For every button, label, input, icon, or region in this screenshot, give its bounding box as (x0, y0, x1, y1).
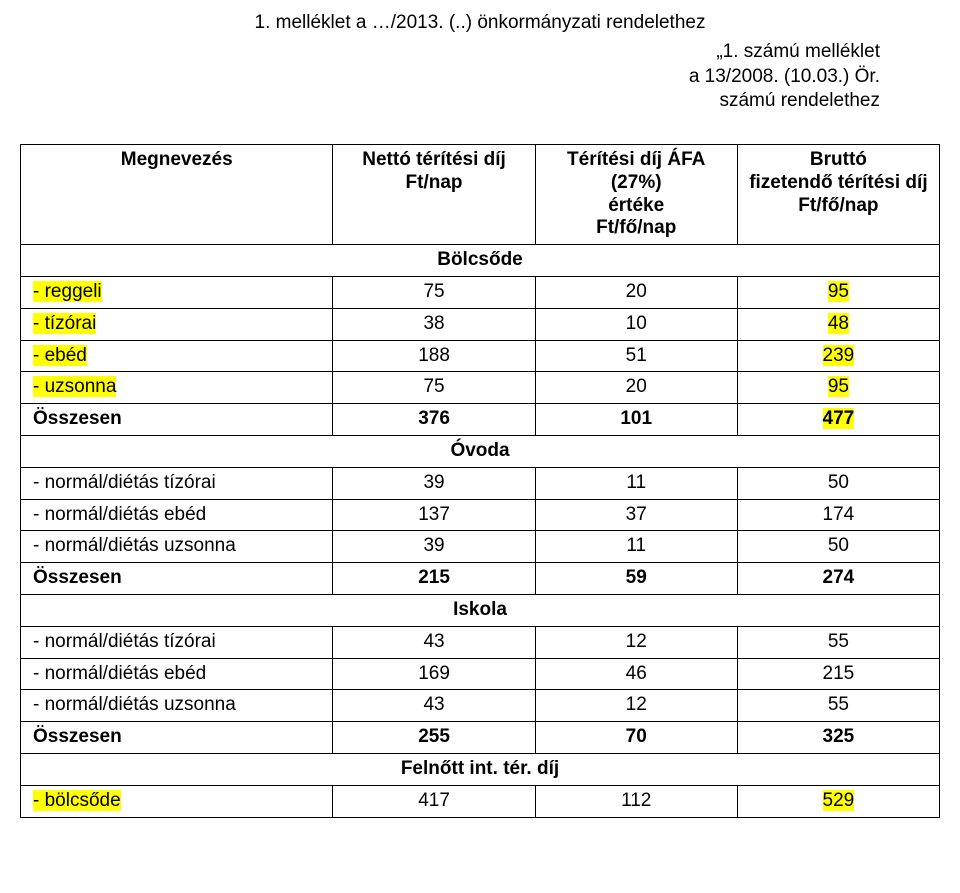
row-brutto: 50 (737, 531, 939, 563)
fee-table: Megnevezés Nettó térítési díjFt/nap Térí… (20, 144, 940, 818)
row-brutto: 477 (737, 404, 939, 436)
row-afa: 51 (535, 340, 737, 372)
row-netto: 215 (333, 563, 535, 595)
table-row: - tízórai381048 (21, 308, 940, 340)
row-label: - tízórai (21, 308, 333, 340)
row-label: - normál/diétás ebéd (21, 658, 333, 690)
table-row: - normál/diétás ebéd13737174 (21, 499, 940, 531)
attachment-title: 1. melléklet a …/2013. (..) önkormányzat… (20, 12, 940, 34)
row-brutto: 50 (737, 467, 939, 499)
row-netto: 417 (333, 785, 535, 817)
header-col-afa: Térítési díj ÁFA(27%)értékeFt/fő/nap (535, 145, 737, 245)
row-netto: 255 (333, 722, 535, 754)
row-netto: 38 (333, 308, 535, 340)
row-label: - ebéd (21, 340, 333, 372)
row-label: - uzsonna (21, 372, 333, 404)
row-netto: 75 (333, 372, 535, 404)
header-col-brutto: Bruttófizetendő térítési díjFt/fő/nap (737, 145, 939, 245)
row-afa: 12 (535, 690, 737, 722)
row-afa: 11 (535, 467, 737, 499)
table-row: - uzsonna752095 (21, 372, 940, 404)
row-label: Összesen (21, 722, 333, 754)
table-row: - normál/diétás tízórai391150 (21, 467, 940, 499)
attachment-subtitle-line-2: a 13/2008. (10.03.) Ör. (20, 65, 880, 90)
row-label: - normál/diétás tízórai (21, 626, 333, 658)
row-brutto: 48 (737, 308, 939, 340)
table-row: - normál/diétás uzsonna431255 (21, 690, 940, 722)
row-label: Összesen (21, 404, 333, 436)
table-row: - normál/diétás uzsonna391150 (21, 531, 940, 563)
row-afa: 46 (535, 658, 737, 690)
row-netto: 75 (333, 277, 535, 309)
section-title-row: Bölcsőde (21, 245, 940, 277)
row-brutto: 215 (737, 658, 939, 690)
attachment-subtitle-line-1: „1. számú melléklet (20, 40, 880, 65)
section-title-cell: Felnőtt int. tér. díj (21, 754, 940, 786)
row-label: - bölcsőde (21, 785, 333, 817)
section-title-row: Felnőtt int. tér. díj (21, 754, 940, 786)
row-afa: 20 (535, 372, 737, 404)
row-afa: 101 (535, 404, 737, 436)
row-brutto: 55 (737, 690, 939, 722)
table-row: - ebéd18851239 (21, 340, 940, 372)
row-netto: 188 (333, 340, 535, 372)
row-afa: 20 (535, 277, 737, 309)
table-row: Összesen21559274 (21, 563, 940, 595)
row-brutto: 274 (737, 563, 939, 595)
table-header-row: Megnevezés Nettó térítési díjFt/nap Térí… (21, 145, 940, 245)
section-title-row: Iskola (21, 595, 940, 627)
row-label: - normál/diétás tízórai (21, 467, 333, 499)
row-brutto: 55 (737, 626, 939, 658)
row-label: - normál/diétás uzsonna (21, 690, 333, 722)
row-brutto: 95 (737, 372, 939, 404)
table-row: Összesen376101477 (21, 404, 940, 436)
row-afa: 11 (535, 531, 737, 563)
section-title-cell: Bölcsőde (21, 245, 940, 277)
row-brutto: 174 (737, 499, 939, 531)
row-label: - normál/diétás ebéd (21, 499, 333, 531)
row-netto: 43 (333, 690, 535, 722)
row-netto: 376 (333, 404, 535, 436)
row-netto: 39 (333, 531, 535, 563)
header-col-netto: Nettó térítési díjFt/nap (333, 145, 535, 245)
attachment-subtitle-line-3: számú rendelethez (20, 89, 880, 114)
header-col-megnevezes: Megnevezés (21, 145, 333, 245)
row-label: - normál/diétás uzsonna (21, 531, 333, 563)
section-title-row: Óvoda (21, 436, 940, 468)
row-brutto: 529 (737, 785, 939, 817)
table-row: Összesen25570325 (21, 722, 940, 754)
row-netto: 43 (333, 626, 535, 658)
row-label: Összesen (21, 563, 333, 595)
table-row: - normál/diétás ebéd16946215 (21, 658, 940, 690)
row-afa: 112 (535, 785, 737, 817)
row-afa: 12 (535, 626, 737, 658)
row-netto: 169 (333, 658, 535, 690)
row-afa: 37 (535, 499, 737, 531)
table-row: - normál/diétás tízórai431255 (21, 626, 940, 658)
row-brutto: 95 (737, 277, 939, 309)
row-brutto: 239 (737, 340, 939, 372)
row-afa: 70 (535, 722, 737, 754)
row-brutto: 325 (737, 722, 939, 754)
table-row: - bölcsőde417112529 (21, 785, 940, 817)
row-afa: 10 (535, 308, 737, 340)
row-netto: 39 (333, 467, 535, 499)
row-afa: 59 (535, 563, 737, 595)
section-title-cell: Óvoda (21, 436, 940, 468)
table-row: - reggeli752095 (21, 277, 940, 309)
row-label: - reggeli (21, 277, 333, 309)
row-netto: 137 (333, 499, 535, 531)
section-title-cell: Iskola (21, 595, 940, 627)
attachment-subtitle-block: „1. számú melléklet a 13/2008. (10.03.) … (20, 40, 940, 114)
